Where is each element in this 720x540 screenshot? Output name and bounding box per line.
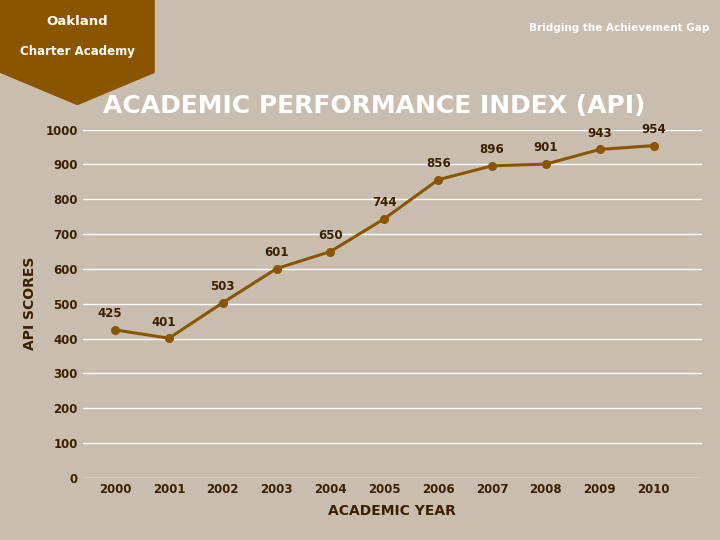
Text: 943: 943 (588, 127, 612, 140)
Text: 425: 425 (97, 307, 122, 320)
Y-axis label: API SCORES: API SCORES (23, 257, 37, 350)
Text: 896: 896 (480, 143, 505, 156)
Text: 954: 954 (642, 123, 666, 136)
Text: Bridging the Achievement Gap: Bridging the Achievement Gap (528, 23, 709, 33)
Text: 901: 901 (534, 141, 558, 154)
Text: 401: 401 (151, 315, 176, 328)
Text: Oakland: Oakland (47, 15, 108, 29)
Text: 601: 601 (264, 246, 289, 259)
Text: 503: 503 (210, 280, 235, 293)
Text: 650: 650 (318, 229, 343, 242)
Text: 856: 856 (426, 157, 451, 170)
Text: ACADEMIC PERFORMANCE INDEX (API): ACADEMIC PERFORMANCE INDEX (API) (103, 94, 646, 118)
Polygon shape (0, 0, 155, 105)
X-axis label: ACADEMIC YEAR: ACADEMIC YEAR (328, 504, 456, 518)
Text: Charter Academy: Charter Academy (20, 44, 135, 58)
Text: 744: 744 (372, 196, 397, 209)
